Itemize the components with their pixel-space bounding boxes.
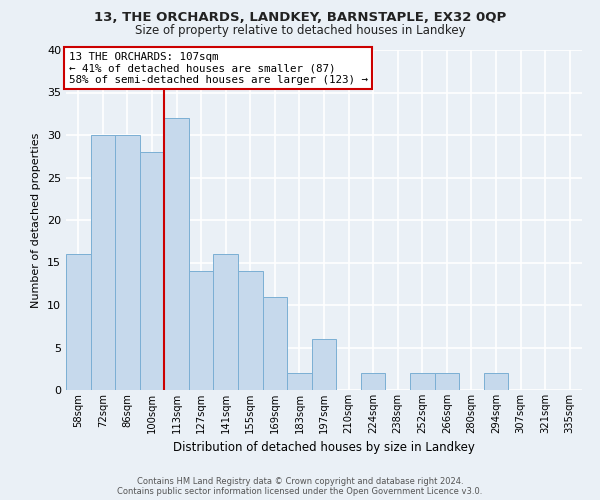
Bar: [214, 254, 238, 390]
Bar: [312, 339, 336, 390]
Y-axis label: Number of detached properties: Number of detached properties: [31, 132, 41, 308]
Bar: [238, 271, 263, 390]
Bar: [410, 373, 434, 390]
Bar: [164, 118, 189, 390]
Bar: [115, 135, 140, 390]
Bar: [434, 373, 459, 390]
Bar: [263, 296, 287, 390]
Bar: [91, 135, 115, 390]
Text: 13, THE ORCHARDS, LANDKEY, BARNSTAPLE, EX32 0QP: 13, THE ORCHARDS, LANDKEY, BARNSTAPLE, E…: [94, 11, 506, 24]
Bar: [484, 373, 508, 390]
Bar: [140, 152, 164, 390]
Text: Contains HM Land Registry data © Crown copyright and database right 2024.
Contai: Contains HM Land Registry data © Crown c…: [118, 476, 482, 496]
Bar: [361, 373, 385, 390]
X-axis label: Distribution of detached houses by size in Landkey: Distribution of detached houses by size …: [173, 442, 475, 454]
Bar: [66, 254, 91, 390]
Text: 13 THE ORCHARDS: 107sqm
← 41% of detached houses are smaller (87)
58% of semi-de: 13 THE ORCHARDS: 107sqm ← 41% of detache…: [68, 52, 368, 85]
Text: Size of property relative to detached houses in Landkey: Size of property relative to detached ho…: [134, 24, 466, 37]
Bar: [287, 373, 312, 390]
Bar: [189, 271, 214, 390]
